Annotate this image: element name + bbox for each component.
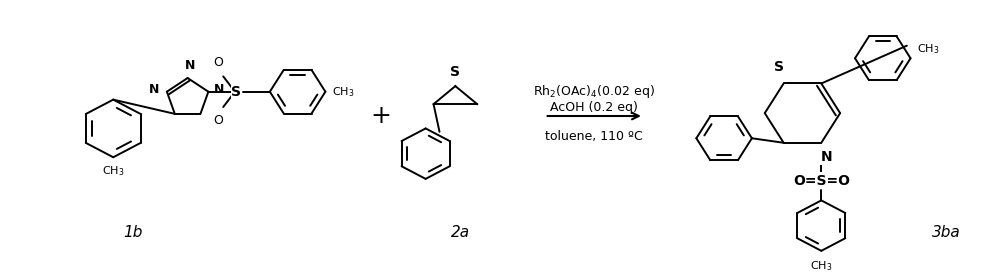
Text: CH$_3$: CH$_3$ xyxy=(917,43,939,56)
Text: S: S xyxy=(450,65,460,79)
Text: CH$_3$: CH$_3$ xyxy=(102,164,124,178)
Text: N: N xyxy=(820,150,832,164)
Text: N: N xyxy=(149,83,159,96)
Text: CH$_3$: CH$_3$ xyxy=(810,259,833,273)
Text: +: + xyxy=(371,104,391,128)
Text: 1b: 1b xyxy=(123,225,143,240)
Text: O: O xyxy=(213,56,223,69)
Text: Rh$_2$(OAc)$_4$(0.02 eq): Rh$_2$(OAc)$_4$(0.02 eq) xyxy=(533,83,655,100)
Text: N: N xyxy=(214,83,225,96)
Text: 2a: 2a xyxy=(451,225,470,240)
Text: 3ba: 3ba xyxy=(932,225,961,240)
Text: O=S=O: O=S=O xyxy=(793,174,850,188)
Text: N: N xyxy=(184,59,195,72)
Text: S: S xyxy=(231,85,241,99)
Text: toluene, 110 ºC: toluene, 110 ºC xyxy=(545,129,643,142)
Text: AcOH (0.2 eq): AcOH (0.2 eq) xyxy=(550,101,638,114)
Text: S: S xyxy=(774,60,784,75)
Text: CH$_3$: CH$_3$ xyxy=(332,85,355,99)
Text: O: O xyxy=(213,114,223,127)
